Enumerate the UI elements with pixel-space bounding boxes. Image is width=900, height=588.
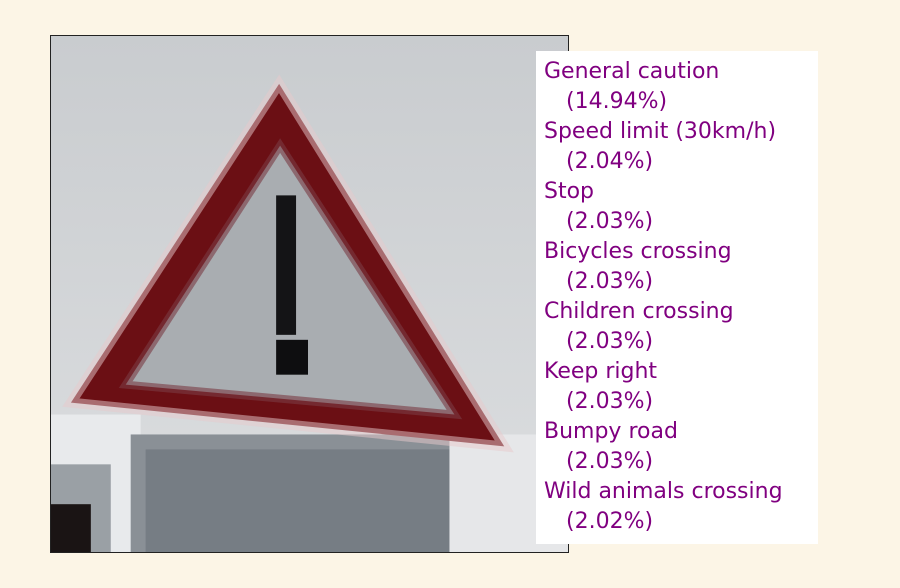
prediction-label: Speed limit (30km/h) <box>544 119 777 144</box>
prediction-label: Stop <box>544 179 595 204</box>
prediction-item: Wild animals crossing (2.02%) <box>544 477 818 537</box>
exclamation-dot <box>276 339 309 375</box>
prediction-label: Bicycles crossing <box>544 239 732 264</box>
prediction-item: Children crossing (2.03%) <box>544 297 818 357</box>
exclamation-bar <box>276 195 297 335</box>
predictions-panel: General caution (14.94%) Speed limit (30… <box>536 51 818 544</box>
prediction-probability: (2.03%) <box>566 269 654 294</box>
prediction-probability: (2.04%) <box>566 149 654 174</box>
prediction-item: General caution (14.94%) <box>544 57 818 117</box>
prediction-item: Keep right (2.03%) <box>544 357 818 417</box>
prediction-probability: (2.03%) <box>566 329 654 354</box>
prediction-item: Bicycles crossing (2.03%) <box>544 237 818 297</box>
warning-triangle-sign-icon <box>51 36 568 552</box>
sign-image <box>50 35 569 553</box>
prediction-label: Wild animals crossing <box>544 479 783 504</box>
prediction-probability: (2.02%) <box>566 509 654 534</box>
prediction-label: Keep right <box>544 359 658 384</box>
prediction-probability: (2.03%) <box>566 449 654 474</box>
prediction-probability: (2.03%) <box>566 209 654 234</box>
prediction-item: Stop (2.03%) <box>544 177 818 237</box>
prediction-label: General caution <box>544 59 720 84</box>
prediction-probability: (2.03%) <box>566 389 654 414</box>
prediction-item: Speed limit (30km/h) (2.04%) <box>544 117 818 177</box>
prediction-label: Children crossing <box>544 299 734 324</box>
prediction-label: Bumpy road <box>544 419 678 444</box>
prediction-probability: (14.94%) <box>566 89 668 114</box>
prediction-item: Bumpy road (2.03%) <box>544 417 818 477</box>
